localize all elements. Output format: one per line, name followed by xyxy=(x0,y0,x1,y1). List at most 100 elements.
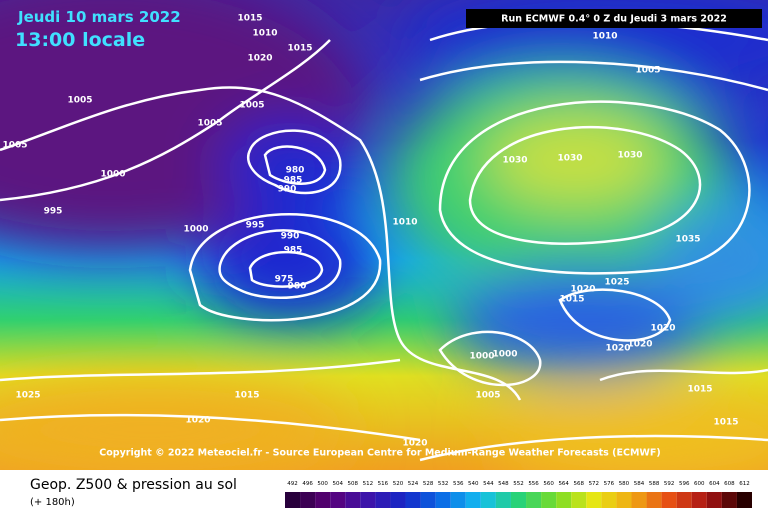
scale-label: 580 xyxy=(619,481,630,487)
scale-label: 572 xyxy=(589,481,600,487)
isobar-label: 1005 xyxy=(475,391,500,401)
scale-swatch xyxy=(405,492,421,508)
scale-label: 508 xyxy=(348,481,359,487)
scale-label: 584 xyxy=(634,481,645,487)
scale-swatch xyxy=(375,492,391,508)
isobar-label: 1020 xyxy=(627,340,652,350)
scale-label: 540 xyxy=(468,481,479,487)
isobar-label: 1020 xyxy=(650,324,675,334)
isobar-label: 985 xyxy=(284,246,303,256)
scale-label: 528 xyxy=(423,481,434,487)
scale-label: 500 xyxy=(317,481,328,487)
isobar-label: 1005 xyxy=(635,66,660,76)
scale-swatch xyxy=(465,492,481,508)
isobar-label: 1000 xyxy=(469,352,494,362)
scale-label: 604 xyxy=(709,481,720,487)
scale-label: 532 xyxy=(438,481,449,487)
color-scale: 492 496 500 504 508 512 516 520 524 528 532 536 540 5… xyxy=(285,481,752,508)
isobar-label: 1025 xyxy=(15,391,40,401)
run-box xyxy=(466,9,762,28)
isobar-label: 1005 xyxy=(197,119,222,129)
scale-label: 520 xyxy=(393,481,404,487)
scale-label: 496 xyxy=(302,481,313,487)
scale-swatch xyxy=(435,492,451,508)
copyright: Copyright © 2022 Meteociel.fr - Source E… xyxy=(99,448,660,459)
isobar-label: 1015 xyxy=(713,418,738,428)
isobar-label: 990 xyxy=(278,185,297,195)
scale-swatch xyxy=(450,492,466,508)
isobar-label: 980 xyxy=(288,282,307,292)
scale-label: 564 xyxy=(558,481,569,487)
scale-swatch xyxy=(526,492,542,508)
scale-swatch xyxy=(285,492,301,508)
isobar-label: 1010 xyxy=(252,29,277,39)
isobar-label: 1000 xyxy=(100,170,125,180)
scale-swatch xyxy=(345,492,361,508)
scale-label: 524 xyxy=(408,481,419,487)
scale-swatch xyxy=(616,492,632,508)
scale-label: 492 xyxy=(287,481,298,487)
scale-swatch xyxy=(691,492,707,508)
scale-label: 544 xyxy=(483,481,494,487)
scale-label: 512 xyxy=(363,481,374,487)
scale-swatch xyxy=(721,492,737,508)
isobar-label: 1020 xyxy=(402,439,427,449)
scale-swatch xyxy=(390,492,406,508)
scale-swatch xyxy=(315,492,331,508)
isobar-label: 1020 xyxy=(185,416,210,426)
isobar-label: 1005 xyxy=(239,101,264,111)
scale-label: 600 xyxy=(694,481,705,487)
scale-swatch xyxy=(495,492,511,508)
isobar-label: 1020 xyxy=(570,285,595,295)
forecast-date: Jeudi 10 mars 2022 xyxy=(17,8,181,26)
isobar-label: 1010 xyxy=(592,32,617,42)
isobar-label: 1020 xyxy=(247,54,272,64)
scale-label: 516 xyxy=(378,481,389,487)
scale-swatch xyxy=(571,492,587,508)
scale-label: 560 xyxy=(543,481,554,487)
isobar-label: 1005 xyxy=(67,96,92,106)
scale-swatch xyxy=(420,492,436,508)
scale-label: 568 xyxy=(574,481,585,487)
isobar-label: 1000 xyxy=(183,225,208,235)
isobar-label: 1015 xyxy=(237,14,262,24)
scale-label: 592 xyxy=(664,481,675,487)
isobar-label: 1015 xyxy=(287,44,312,54)
forecast-lead: (+ 180h) xyxy=(30,497,75,508)
scale-swatch xyxy=(360,492,376,508)
scale-swatch xyxy=(510,492,527,508)
scale-swatch xyxy=(556,492,572,508)
isobar-label: 1030 xyxy=(617,151,642,161)
isobar-label: 1015 xyxy=(687,385,712,395)
isobar-label: 1010 xyxy=(392,218,417,228)
scale-label: 596 xyxy=(679,481,690,487)
scale-label: 576 xyxy=(604,481,615,487)
isobar-label: 975 xyxy=(275,275,294,285)
isobar-label: 1015 xyxy=(559,295,584,305)
isobar-label: 1025 xyxy=(604,278,629,288)
isobar-label: 1000 xyxy=(492,350,517,360)
isobar-label: 990 xyxy=(281,232,300,242)
scale-swatch xyxy=(646,492,662,508)
scale-label: 504 xyxy=(332,481,343,487)
isobar-label: 1005 xyxy=(2,141,27,151)
isobar-label: 1035 xyxy=(675,235,700,245)
scale-swatch xyxy=(661,492,677,508)
isobar-label: 1030 xyxy=(557,154,582,164)
scale-label: 552 xyxy=(513,481,524,487)
scale-label: 548 xyxy=(498,481,509,487)
scale-swatch xyxy=(586,492,602,508)
scale-swatch xyxy=(631,492,647,508)
scale-swatch xyxy=(706,492,722,508)
scale-swatch xyxy=(601,492,617,508)
scale-swatch xyxy=(330,492,346,508)
scale-label: 556 xyxy=(528,481,539,487)
scale-label: 536 xyxy=(453,481,464,487)
run-info: Run ECMWF 0.4° 0 Z du Jeudi 3 mars 2022 xyxy=(501,14,727,25)
isobar-label: 995 xyxy=(44,207,63,217)
isobar-label: 980 xyxy=(286,166,305,176)
isobar-label: 1030 xyxy=(502,156,527,166)
